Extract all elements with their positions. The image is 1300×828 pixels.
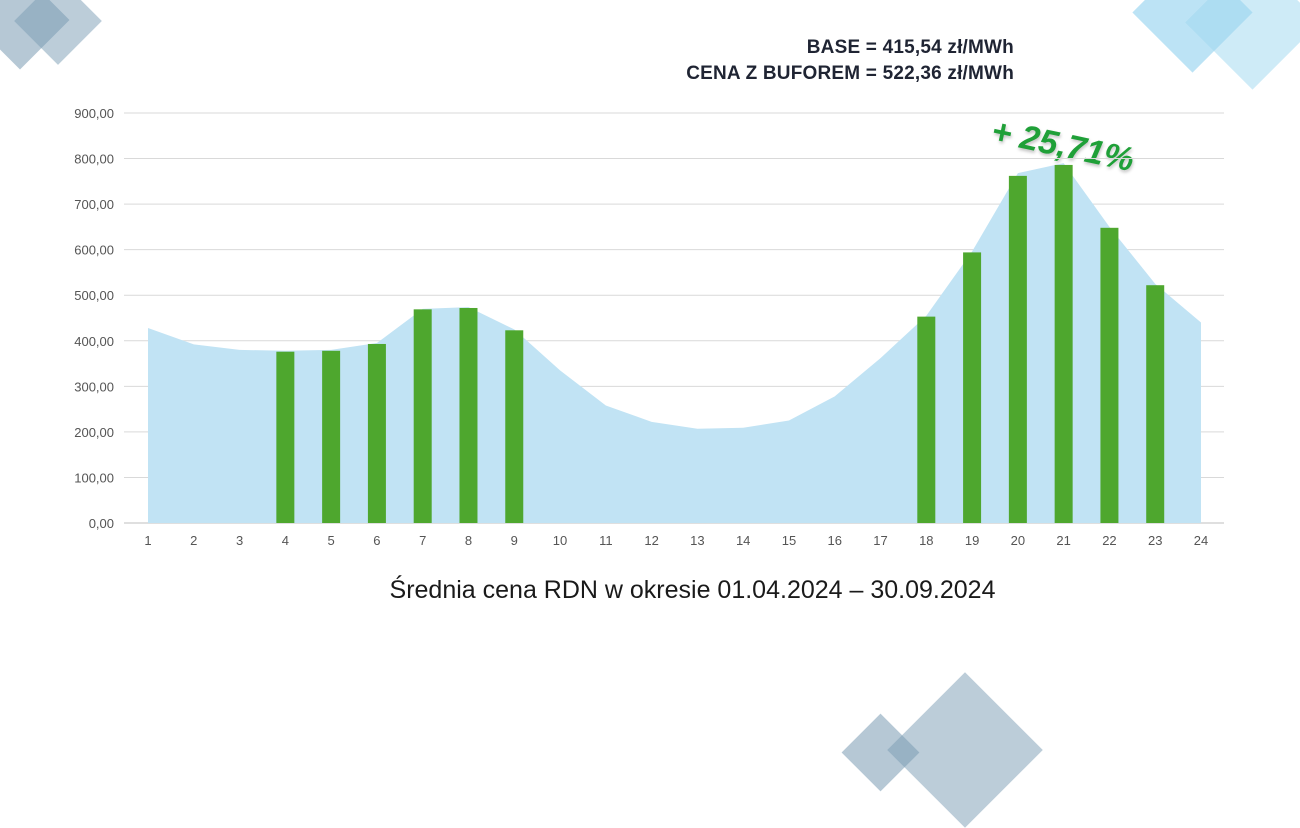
x-tick-label: 10 — [553, 533, 567, 548]
x-tick-label: 5 — [328, 533, 335, 548]
x-tick-label: 22 — [1102, 533, 1116, 548]
x-tick-label: 14 — [736, 533, 750, 548]
y-tick-label: 200,00 — [74, 425, 114, 440]
area-series-shape — [148, 163, 1201, 523]
bar-hour-23 — [1146, 285, 1165, 523]
x-tick-label: 3 — [236, 533, 243, 548]
y-tick-label: 300,00 — [74, 379, 114, 394]
y-tick-label: 500,00 — [74, 288, 114, 303]
x-tick-label: 20 — [1011, 533, 1025, 548]
x-tick-label: 6 — [373, 533, 380, 548]
bar-hour-9 — [505, 330, 524, 523]
x-tick-label: 11 — [599, 533, 613, 548]
price-chart: 0,00 100,00 200,00 300,00 400,00 500,00 600,00… — [74, 106, 1224, 548]
x-axis-ticks: 1 2 3 4 5 6 7 8 9 10 11 12 13 14 15 16 17 18 19 20 21 22 23 24 — [144, 533, 1208, 548]
chart-bar-series — [276, 164, 1165, 524]
base-price-label: BASE = 415,54 zł/MWh — [806, 37, 1014, 58]
chart-area-series — [148, 163, 1201, 523]
x-tick-label: 7 — [419, 533, 426, 548]
bar-hour-5 — [322, 350, 341, 523]
x-tick-label: 15 — [782, 533, 796, 548]
x-tick-label: 18 — [919, 533, 933, 548]
x-tick-label: 21 — [1056, 533, 1070, 548]
y-tick-label: 600,00 — [74, 243, 114, 258]
y-tick-label: 400,00 — [74, 334, 114, 349]
x-tick-label: 1 — [144, 533, 151, 548]
y-tick-label: 800,00 — [74, 152, 114, 167]
x-tick-label: 2 — [190, 533, 197, 548]
bar-hour-21 — [1054, 164, 1073, 523]
chart-title: Średnia cena RDN w okresie 01.04.2024 – … — [389, 576, 996, 604]
y-axis-ticks: 0,00 100,00 200,00 300,00 400,00 500,00 600,00… — [74, 106, 114, 531]
bar-hour-8 — [459, 307, 478, 523]
y-tick-label: 100,00 — [74, 470, 114, 485]
y-tick-label: 700,00 — [74, 197, 114, 212]
bar-hour-20 — [1008, 175, 1027, 523]
y-tick-label: 900,00 — [74, 106, 114, 121]
bar-hour-22 — [1100, 227, 1119, 524]
y-tick-label: 0,00 — [89, 516, 114, 531]
x-tick-label: 19 — [965, 533, 979, 548]
x-tick-label: 16 — [828, 533, 842, 548]
bar-hour-4 — [276, 351, 295, 523]
x-tick-label: 17 — [873, 533, 887, 548]
bar-hour-18 — [917, 316, 936, 523]
buffer-price-label: CENA Z BUFOREM = 522,36 zł/MWh — [686, 63, 1014, 84]
x-tick-label: 23 — [1148, 533, 1162, 548]
bar-hour-7 — [413, 309, 432, 523]
bar-hour-19 — [963, 252, 982, 523]
x-tick-label: 12 — [644, 533, 658, 548]
x-tick-label: 8 — [465, 533, 472, 548]
x-tick-label: 13 — [690, 533, 704, 548]
x-tick-label: 9 — [511, 533, 518, 548]
x-tick-label: 24 — [1194, 533, 1208, 548]
x-tick-label: 4 — [282, 533, 289, 548]
bar-hour-6 — [367, 343, 386, 523]
decor-diamond-bottom-2 — [887, 672, 1043, 828]
